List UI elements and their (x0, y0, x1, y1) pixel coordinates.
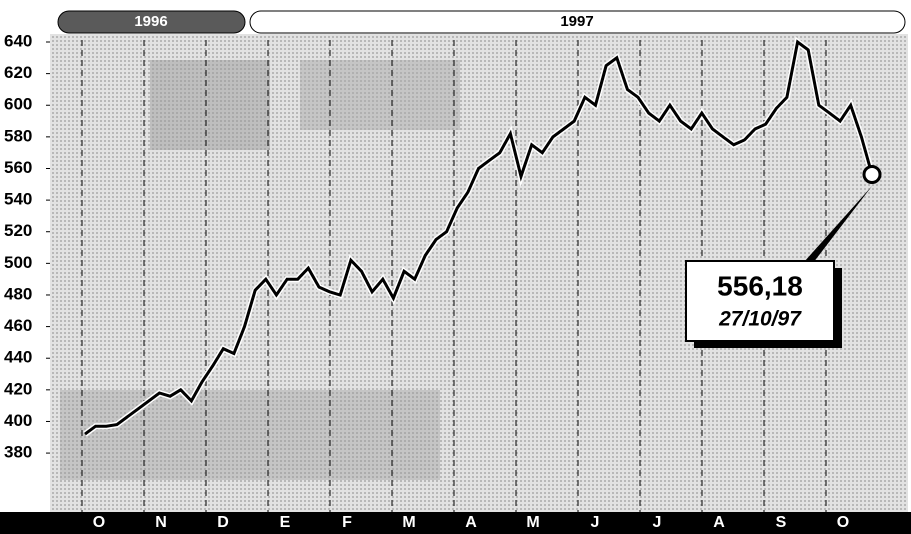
x-tick-label: M (526, 514, 539, 531)
x-tick-label: J (591, 514, 600, 531)
y-tick-label: 540 (4, 190, 32, 209)
x-tick-label: O (93, 514, 105, 531)
x-tick-label: J (653, 514, 662, 531)
y-tick-label: 420 (4, 379, 32, 398)
y-tick-label: 520 (4, 221, 32, 240)
callout-value: 556,18 (717, 270, 803, 301)
y-tick-label: 500 (4, 253, 32, 272)
y-tick-label: 440 (4, 348, 32, 367)
photo-shape (300, 60, 460, 130)
x-tick-label: O (837, 514, 849, 531)
chart: 1996 1997 380 400 420 440 460 480 500 520 540 560… (0, 0, 911, 534)
x-tick-label: F (342, 514, 352, 531)
y-tick-label: 580 (4, 126, 32, 145)
y-tick-label: 640 (4, 31, 32, 50)
x-tick-label: M (402, 514, 415, 531)
x-tick-label: A (713, 514, 725, 531)
photo-shape (60, 390, 440, 480)
y-tick-label: 460 (4, 316, 32, 335)
month-band (0, 512, 911, 534)
y-tick-label: 480 (4, 284, 32, 303)
y-tick-label: 400 (4, 411, 32, 430)
y-tick-label: 380 (4, 443, 32, 462)
x-tick-label: A (465, 514, 477, 531)
end-marker (864, 167, 880, 183)
x-tick-label: D (217, 514, 229, 531)
x-tick-label: N (155, 514, 167, 531)
y-tick-label: 600 (4, 95, 32, 114)
callout-date: 27/10/97 (718, 308, 802, 331)
year-label: 1996 (134, 13, 167, 30)
x-tick-label: S (776, 514, 787, 531)
year-label: 1997 (560, 13, 593, 30)
y-tick-label: 560 (4, 158, 32, 177)
photo-shape (150, 60, 270, 150)
x-tick-label: E (280, 514, 291, 531)
y-tick-label: 620 (4, 63, 32, 82)
